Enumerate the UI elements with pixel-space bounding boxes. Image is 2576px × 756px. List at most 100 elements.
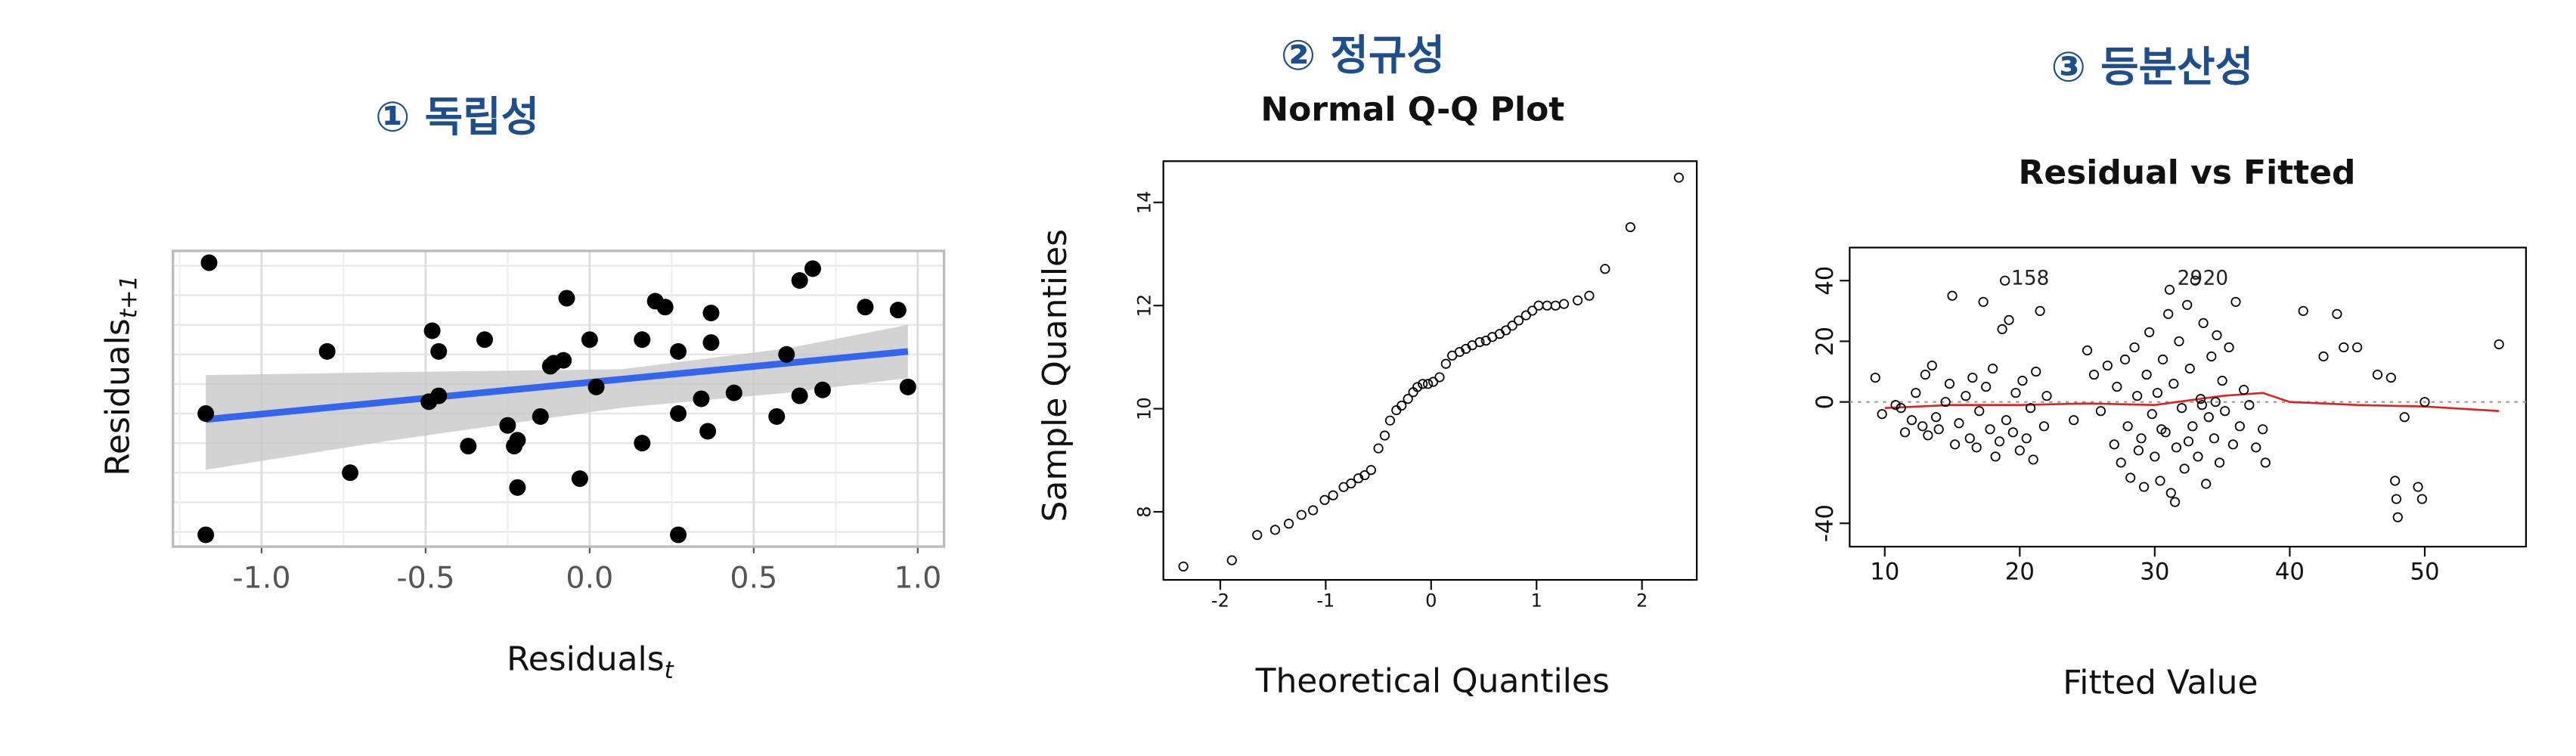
chart-title: ② 정규성	[1281, 31, 1445, 79]
data-point	[2138, 482, 2150, 492]
data-point	[2494, 339, 2504, 350]
data-point	[2021, 433, 2032, 444]
x-tick-label: 0.5	[730, 561, 777, 596]
data-point	[2119, 354, 2131, 365]
y-axis-label-main: Residuals	[98, 318, 137, 476]
data-point	[2155, 476, 2165, 486]
data-point	[1950, 439, 1961, 450]
data-point	[581, 331, 598, 349]
data-point	[423, 322, 441, 339]
plot-frame	[1162, 160, 1698, 581]
data-point	[1944, 379, 1955, 389]
data-point	[1359, 469, 1370, 481]
data-point	[2174, 336, 2184, 347]
data-point	[1373, 443, 1384, 454]
data-point	[1412, 382, 1423, 392]
data-point	[670, 342, 687, 360]
y-axis-label: Sample Quantiles	[1036, 229, 1074, 522]
data-point	[1961, 391, 1971, 401]
data-point	[1673, 172, 1685, 183]
data-point	[2088, 369, 2100, 380]
data-point	[2168, 379, 2179, 389]
data-point	[509, 432, 526, 449]
data-point	[1328, 490, 1338, 500]
data-point	[1308, 505, 1319, 516]
data-point	[2201, 479, 2212, 489]
data-point	[2203, 412, 2214, 423]
data-point	[634, 435, 651, 452]
confidence-band	[206, 324, 908, 470]
data-point	[1994, 436, 2005, 447]
data-point	[2017, 376, 2028, 386]
data-point	[1226, 555, 1237, 565]
data-point	[2214, 457, 2225, 468]
x-axis-label: Theoretical Quantiles	[1255, 662, 1610, 700]
data-point	[693, 390, 710, 407]
data-point	[2160, 427, 2171, 438]
data-point	[1319, 494, 1330, 505]
data-point	[2004, 314, 2014, 325]
data-point	[2136, 433, 2147, 444]
data-point	[2129, 342, 2140, 353]
data-point	[2251, 442, 2261, 453]
data-point	[1474, 337, 1485, 348]
data-point	[2164, 284, 2175, 295]
data-point	[2258, 424, 2268, 435]
x-tick-label: 30	[2140, 559, 2169, 586]
data-point	[558, 290, 575, 307]
data-point	[1296, 510, 1307, 520]
data-point	[197, 405, 215, 423]
data-point	[2195, 394, 2206, 404]
data-point	[1384, 415, 1396, 426]
y-tick-label: 0	[1812, 395, 1839, 410]
chart-title: ③ 등분산성	[2051, 42, 2253, 91]
data-point	[2176, 403, 2187, 414]
y-axis-label-subscript: t+1	[115, 275, 142, 318]
data-point	[889, 302, 907, 319]
data-point	[2109, 439, 2119, 450]
data-point	[2095, 406, 2106, 417]
data-point	[1954, 418, 1964, 429]
data-point	[2082, 345, 2093, 356]
data-point	[2182, 299, 2193, 310]
data-point	[2392, 512, 2403, 522]
data-point	[2391, 494, 2402, 504]
data-point	[1990, 451, 2001, 462]
data-point	[1906, 415, 1917, 426]
data-point	[2125, 472, 2136, 483]
data-point	[778, 345, 795, 363]
data-point	[1396, 400, 1407, 411]
data-point	[2419, 397, 2430, 407]
data-point	[2399, 412, 2410, 423]
data-point	[197, 526, 215, 544]
data-point	[2184, 363, 2195, 374]
chart-subtitle: Residual vs Fitted	[2019, 153, 2356, 192]
data-point	[2150, 451, 2160, 462]
annotation: 29	[2178, 268, 2203, 290]
data-point	[2217, 376, 2227, 386]
data-point	[509, 479, 526, 496]
y-axis-label: Residualst+1	[98, 275, 142, 476]
smooth-line	[1884, 392, 2500, 413]
data-point	[460, 438, 477, 455]
x-tick-label: -1.0	[232, 561, 290, 596]
data-point	[2038, 421, 2050, 432]
data-point	[1997, 324, 2007, 334]
data-point	[1379, 430, 1390, 441]
data-point	[702, 305, 720, 322]
data-point	[2028, 454, 2038, 465]
data-point	[1927, 360, 1937, 371]
data-point	[2332, 308, 2342, 319]
x-tick-label: 0	[1425, 590, 1437, 612]
data-point	[2339, 342, 2349, 353]
annotation: 20	[2203, 268, 2229, 290]
chart-title: ① 독립성	[375, 92, 539, 141]
data-point	[1971, 442, 1982, 453]
data-point	[2122, 421, 2133, 432]
data-point	[2102, 360, 2113, 371]
data-point	[200, 254, 218, 271]
y-tick-label: 14	[1133, 191, 1155, 214]
data-point	[1911, 388, 1921, 398]
